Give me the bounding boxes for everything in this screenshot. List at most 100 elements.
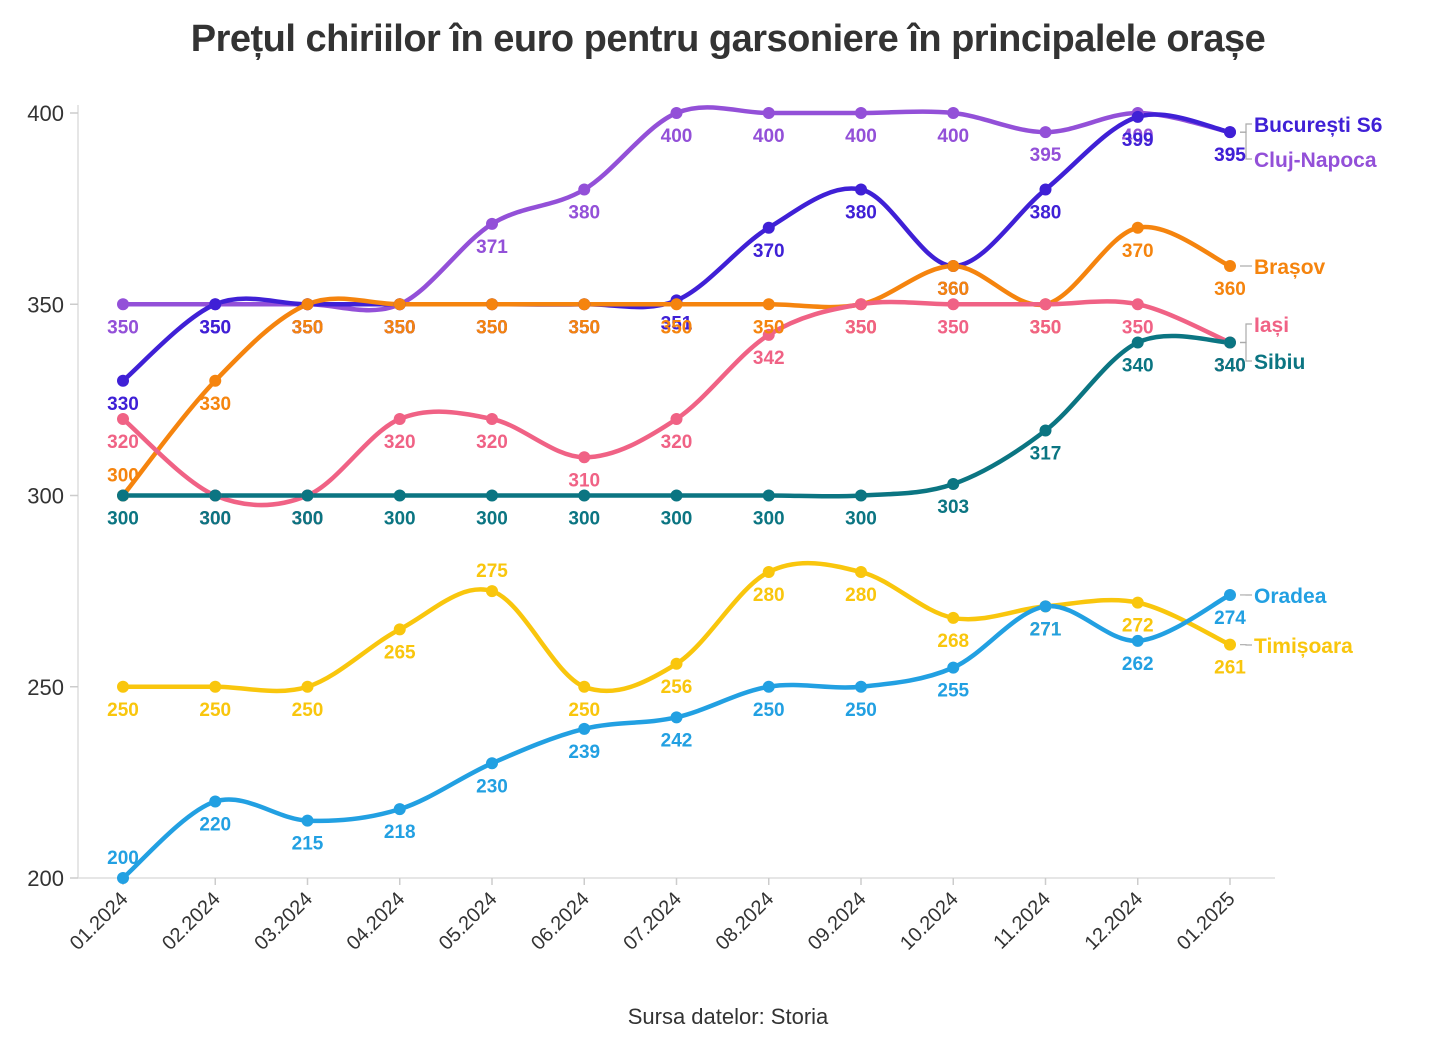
value-label: 400 [937, 126, 969, 147]
data-point [670, 489, 683, 502]
data-point [209, 489, 222, 502]
data-point [117, 374, 129, 387]
value-label: 268 [937, 631, 969, 652]
data-point [855, 183, 867, 196]
value-label: 300 [661, 509, 693, 530]
data-point [1039, 600, 1052, 613]
value-label: 317 [1030, 443, 1062, 464]
label-connector [1240, 323, 1252, 344]
value-label: 300 [753, 509, 785, 530]
data-point [117, 413, 129, 425]
source-note: Sursa datelor: Storia [627, 1004, 829, 1029]
x-tick-label: 12.2024 [1081, 888, 1148, 955]
value-label: 271 [1030, 619, 1062, 640]
y-tick-label: 250 [27, 675, 64, 700]
series-line [120, 224, 1233, 498]
value-label: 300 [199, 509, 231, 530]
value-label: 350 [1030, 317, 1062, 338]
data-point [117, 298, 129, 311]
value-label: 303 [937, 497, 969, 518]
value-label: 262 [1122, 654, 1154, 675]
data-point [762, 680, 775, 693]
data-point [855, 680, 867, 693]
value-label: 350 [476, 317, 508, 338]
value-label: 330 [107, 394, 139, 415]
value-label: 360 [1214, 279, 1246, 300]
value-label: 350 [199, 317, 231, 338]
data-point [947, 298, 960, 311]
chart-title: Prețul chiriilor în euro pentru garsonie… [190, 18, 1266, 60]
value-label: 370 [753, 241, 785, 262]
value-label: 215 [292, 834, 324, 855]
data-point [670, 107, 683, 119]
value-label: 250 [753, 700, 785, 721]
value-label: 255 [937, 681, 969, 702]
value-label: 400 [753, 126, 785, 147]
data-point [486, 217, 498, 230]
series-name-label: București S6 [1254, 114, 1382, 137]
value-label: 350 [845, 317, 877, 338]
data-point [670, 413, 683, 425]
data-point [855, 489, 867, 502]
data-point [393, 803, 406, 816]
data-point [486, 298, 498, 311]
data-point [762, 566, 775, 578]
value-label: 330 [199, 394, 231, 415]
data-point [1224, 588, 1236, 601]
value-label: 300 [384, 509, 416, 530]
data-point [486, 413, 498, 425]
value-label: 350 [568, 317, 600, 338]
value-label: 250 [568, 700, 600, 721]
value-label: 350 [568, 317, 600, 338]
value-label: 200 [107, 848, 139, 869]
x-tick-label: 01.2024 [66, 888, 133, 955]
value-label: 218 [384, 822, 416, 843]
data-point [947, 107, 960, 119]
value-label: 300 [292, 509, 324, 530]
value-label: 250 [107, 700, 139, 721]
value-label: 395 [1214, 145, 1246, 166]
data-point [762, 298, 775, 311]
series-name-label: Brașov [1254, 256, 1326, 279]
value-label: 371 [476, 237, 508, 258]
value-label: 342 [753, 348, 785, 369]
x-tick-label: 01.2025 [1173, 888, 1240, 955]
data-point [486, 757, 498, 770]
data-point [301, 814, 314, 827]
value-label: 320 [107, 432, 139, 453]
x-tick-label: 06.2024 [527, 888, 594, 955]
series-name-label: Oradea [1254, 585, 1327, 608]
value-label: 250 [199, 700, 231, 721]
data-point [1224, 260, 1236, 272]
data-point [209, 680, 222, 693]
value-label: 400 [845, 126, 877, 147]
value-label: 400 [661, 126, 693, 147]
value-label: 320 [476, 432, 508, 453]
data-point [117, 680, 129, 693]
value-label: 220 [199, 815, 231, 836]
value-label: 380 [568, 203, 600, 224]
series-name-label: Iași [1254, 314, 1289, 337]
data-point [1131, 221, 1144, 234]
value-label: 350 [107, 317, 139, 338]
value-label: 350 [384, 317, 416, 338]
data-point [947, 478, 960, 491]
x-tick-label: 08.2024 [712, 888, 779, 955]
value-label: 370 [1122, 241, 1154, 262]
data-point [1131, 298, 1144, 311]
x-tick-label: 04.2024 [343, 888, 410, 955]
value-label: 350 [661, 317, 693, 338]
data-point [117, 489, 129, 502]
value-labels: 350 350 350 350 371 380 400 400 400 400 395 400 395 3… [107, 126, 1246, 869]
series-names: Cluj-Napoca București S6 Brașov Iași Sibiu Ti… [1240, 114, 1382, 658]
x-tick-label: 07.2024 [619, 888, 686, 955]
data-point [393, 623, 406, 636]
data-point [1039, 183, 1052, 196]
value-label: 350 [753, 317, 785, 338]
value-label: 350 [292, 317, 324, 338]
x-tick-label: 05.2024 [435, 888, 502, 955]
label-connector [1240, 123, 1252, 133]
series-line [120, 560, 1233, 694]
data-point [301, 489, 314, 502]
